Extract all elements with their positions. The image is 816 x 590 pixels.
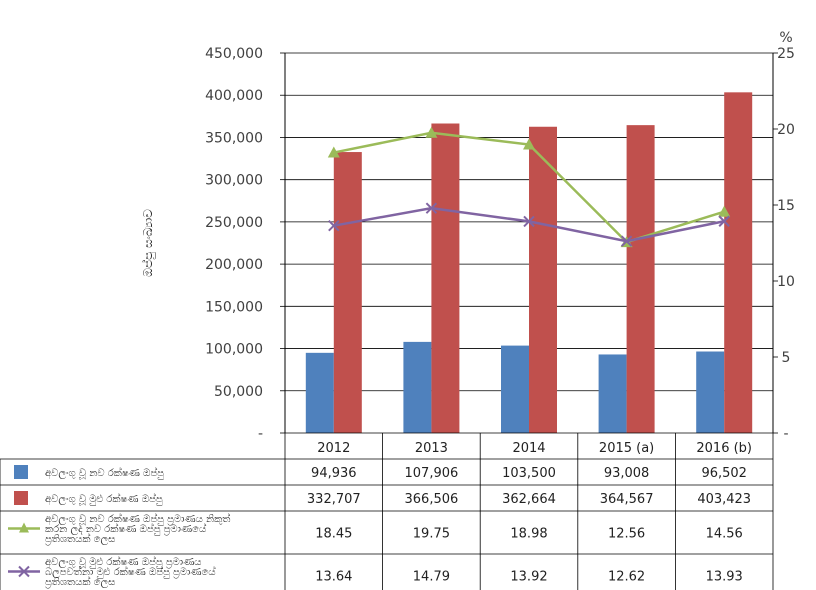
x-tick-label: 2014 <box>512 441 545 456</box>
line-point <box>523 215 535 228</box>
line-point <box>620 235 633 247</box>
legend-label: අවලංගු වූ නව රක්ෂණ ඔප්පු <box>45 466 164 479</box>
y-tick-label: 450,000 <box>205 46 263 62</box>
data-label: 13.93 <box>706 570 743 585</box>
legend-swatch <box>14 491 28 505</box>
legend-marker <box>18 565 30 578</box>
data-label: 332,707 <box>307 492 361 507</box>
y-tick-label: 350,000 <box>205 130 263 146</box>
y2-tick-label: 5 <box>782 350 791 366</box>
y2-tick-label: 25 <box>777 46 795 62</box>
data-label: 93,008 <box>604 466 650 481</box>
data-label: 18.45 <box>315 527 352 542</box>
data-label: 14.56 <box>706 527 743 542</box>
y2-tick-label: - <box>783 426 788 442</box>
data-label: 366,506 <box>405 492 459 507</box>
bar <box>431 123 460 433</box>
bar <box>333 152 362 433</box>
legend-label: බලපවත්නා මුළු රක්ෂණ ඔප්පු ප්‍රමාණයේ <box>45 565 216 578</box>
y2-tick-label: 10 <box>777 274 795 290</box>
y2-tick-label: 15 <box>777 198 795 214</box>
y-tick-label: - <box>258 426 263 442</box>
data-label: 94,936 <box>311 466 357 481</box>
legend-label: ප්‍රතිශතයක් ලෙස <box>45 575 116 588</box>
y-axis-label: ඔප්පු සංඛ්‍යාව <box>141 209 156 277</box>
x-tick-label: 2012 <box>317 441 350 456</box>
y-tick-label: 50,000 <box>214 384 263 400</box>
line-point <box>328 219 340 232</box>
y-tick-label: 100,000 <box>205 342 263 358</box>
data-label: 19.75 <box>413 527 450 542</box>
line-point <box>718 205 731 217</box>
y-tick-label: 200,000 <box>205 257 263 273</box>
legend-swatch <box>14 465 28 479</box>
bar-series <box>305 92 753 433</box>
y2-axis-label: % <box>779 30 792 46</box>
line-point <box>425 202 438 214</box>
line-point <box>718 215 730 227</box>
data-label: 13.64 <box>315 570 352 585</box>
line-point <box>425 126 438 138</box>
data-label: 14.79 <box>413 570 450 585</box>
data-label: 96,502 <box>701 466 747 481</box>
data-label: 18.98 <box>510 527 547 542</box>
data-label: 13.92 <box>510 570 547 585</box>
y-tick-label: 300,000 <box>205 173 263 189</box>
data-label: 364,567 <box>600 492 654 507</box>
line-series <box>327 126 731 248</box>
bar <box>305 352 334 433</box>
bar <box>626 125 655 433</box>
x-tick-label: 2013 <box>415 441 448 456</box>
legend-label: අවලංගු වූ මුළු රක්ෂණ ඔප්පු ප්‍රමාණය <box>45 555 202 568</box>
bar <box>501 345 529 433</box>
legend-marker <box>19 522 29 533</box>
bar <box>598 354 627 433</box>
data-label: 107,906 <box>405 466 459 481</box>
legend-label: අවලංගු වූ මුළු රක්ෂණ ඔප්පු <box>45 492 163 505</box>
y-tick-label: 150,000 <box>205 299 263 315</box>
data-label: 12.56 <box>608 527 645 542</box>
legend-label: කරන ලද නව රක්ෂණ ඔප්පු ප්‍රමාණයේ <box>45 522 206 535</box>
line-point <box>327 146 340 158</box>
legend-label: ප්‍රතිශතයක් ලෙස <box>45 532 116 545</box>
y-tick-label: 250,000 <box>205 215 263 231</box>
data-label: 362,664 <box>502 492 556 507</box>
y-tick-label: 400,000 <box>205 88 263 104</box>
data-label: 403,423 <box>697 492 751 507</box>
data-table: 2012 2013 2014 2015 (a) 2016 (b) අවලංගු වූ නව… <box>0 432 774 590</box>
x-tick-label: 2016 (b) <box>696 441 752 456</box>
data-label: 12.62 <box>608 570 645 585</box>
y2-tick-label: 20 <box>777 122 795 138</box>
bar <box>403 341 432 433</box>
bar <box>724 92 753 433</box>
bar <box>529 126 557 433</box>
x-tick-label: 2015 (a) <box>599 441 654 456</box>
axes: - 50,000 100,000 150,000 200,000 250,000 300,0… <box>205 46 795 442</box>
line-point <box>523 138 535 150</box>
data-label: 103,500 <box>502 466 556 481</box>
legend-label: අවලංගු වූ නව රක්ෂණ ඔප්පු ප්‍රමාණය නිකුත් <box>45 512 230 525</box>
bar <box>696 351 725 433</box>
